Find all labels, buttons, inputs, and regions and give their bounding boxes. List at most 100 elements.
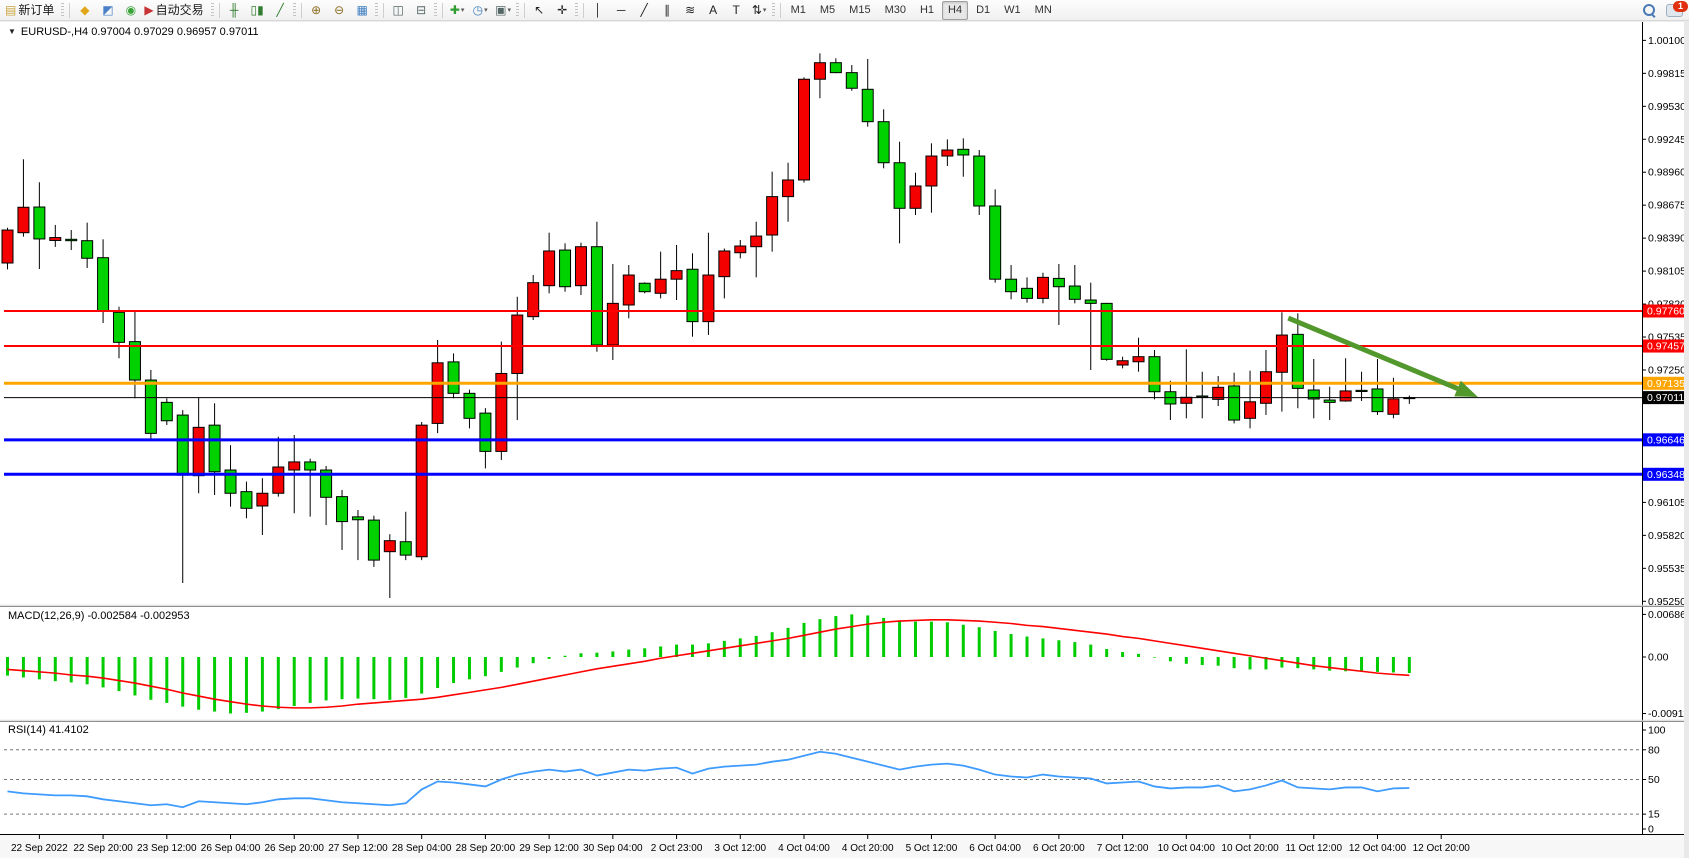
price-badge-label: 0.97135 [1647,378,1685,390]
time-axis[interactable]: 22 Sep 2022 22 Sep 20:00 23 Sep 12:00 26 Se… [11,835,1470,854]
symbol-dropdown-icon[interactable]: ▼ [8,27,16,36]
candle-body [734,245,747,254]
new-order-button[interactable]: ▤ 新订单 [3,0,60,21]
rsi-line [7,750,1410,809]
rsi-indicator-label: RSI(14) 41.4102 [8,724,89,736]
text-label-icon: T [732,2,740,17]
price-axis-label: 0.98105 [1648,266,1686,278]
candle-body [798,78,810,181]
trend-arrow[interactable] [1287,315,1478,398]
community-icon[interactable]: ◩ [96,0,119,21]
crosshair-icon[interactable]: ✛ [551,0,574,21]
tile-windows-icon[interactable]: ▦ [351,0,374,21]
cursor-icon: ↖ [534,2,545,17]
price-axis-label: 0.95535 [1648,563,1686,575]
horizontal-line-icon: ─ [616,2,626,17]
dock-windows-icon[interactable]: ⊟ [410,0,433,21]
search-icon[interactable] [1643,3,1656,18]
rsi-panel[interactable]: 100 80 50 15 0 [4,725,1666,836]
timeframe-button-w1[interactable]: W1 [1004,3,1021,16]
wedge-icon: ◆ [80,2,90,17]
candle-body [415,424,428,558]
new-chart-icon[interactable]: ✚ ▾ [446,0,469,21]
candle-body [431,362,444,424]
candle-body [128,341,141,381]
chevron-down-icon[interactable]: ▾ [762,6,767,14]
timeframe-button-m1[interactable]: M1 [790,3,806,16]
candle-body [144,379,157,434]
autotrade-button: ▶ [144,2,154,17]
templates-icon: ▣ [495,2,507,17]
chevron-down-icon[interactable]: ▾ [484,6,488,14]
new-order-button-label: 新订单 [18,2,55,17]
candle-body [1259,371,1272,404]
time-axis-label: 26 Sep 04:00 [201,843,261,854]
candle-body [893,162,906,209]
chevron-down-icon[interactable]: ▾ [507,6,512,14]
time-axis-label: 5 Oct 12:00 [906,843,958,854]
timeframe-button-d1[interactable]: D1 [976,3,991,16]
bar-chart-icon[interactable]: ╫ [223,0,246,21]
text-icon[interactable]: A [702,0,725,21]
price-line-badge [1643,391,1687,405]
arrowhead-icon [1454,380,1478,398]
price-badge-label: 0.97011 [1647,392,1684,404]
candle-body [1244,401,1257,419]
profiles-clock-icon[interactable]: ◷ ▾ [469,0,492,21]
chart-frame [0,22,1689,835]
shapes-icon[interactable]: ⇅ ▾ [748,0,771,21]
timeframe-button-m5[interactable]: M5 [819,3,836,16]
symbol-title[interactable]: ▼ EURUSD-,H4 0.97004 0.97029 0.96957 0.97… [8,26,259,38]
wedge-icon[interactable]: ◆ [73,0,96,21]
price-level-lines[interactable] [4,310,1642,476]
time-axis-label: 10 Oct 20:00 [1221,843,1279,854]
signal-icon[interactable]: ◉ [119,0,142,21]
candle-body [925,155,938,187]
fibonacci-icon[interactable]: ≋ [679,0,702,21]
timeframe-button-m15[interactable]: M15 [849,3,871,16]
horizontal-line-icon[interactable]: ─ [610,0,633,21]
chart-canvas[interactable] [0,22,1689,835]
zoom-out-icon[interactable]: ⊖ [328,0,351,21]
timeframe-button-m30[interactable]: M30 [884,3,906,16]
timeframe-button-mn[interactable]: MN [1034,3,1052,16]
channel-icon[interactable]: ∥ [656,0,679,21]
candle-body [574,246,587,287]
macd-panel[interactable]: 0.006868 0.00 -0.009114 [6,609,1689,720]
zoom-in-icon[interactable]: ⊕ [305,0,328,21]
candle-body [877,121,890,164]
candle-body [766,196,779,236]
notifications-icon[interactable]: 1 [1666,0,1688,17]
price-axis[interactable]: 1.00100 0.99815 0.99530 0.99245 0.98960 0.986… [1642,35,1687,608]
price-line-badge [1643,376,1687,390]
timeframe-button-h4[interactable]: H4 [942,0,969,20]
text-label-icon[interactable]: T [725,0,748,21]
candle-body [240,491,253,509]
toolbar-right: 1 [1643,0,1688,18]
candle-body [1307,389,1320,400]
candle-body [1291,333,1304,389]
candle-body [718,250,731,278]
cursor-icon[interactable]: ↖ [528,0,551,21]
line-chart-icon[interactable]: ╱ [269,0,292,21]
time-axis-label: 12 Oct 04:00 [1349,843,1407,854]
autotrade-button[interactable]: ▶ 自动交易 [142,0,209,21]
crosshair-icon: ✛ [557,2,568,17]
time-axis-label: 2 Oct 23:00 [651,843,703,854]
candlestick-chart-icon[interactable]: ▯▮ [246,0,269,21]
templates-icon[interactable]: ▣ ▾ [492,0,515,21]
timeframe-button-h1[interactable]: H1 [919,3,935,16]
time-axis-label: 4 Oct 04:00 [778,843,830,854]
price-badge-label: 0.97457 [1647,341,1685,353]
arrange-windows-icon[interactable]: ◫ [387,0,410,21]
vertical-line-icon[interactable]: │ [587,0,610,21]
trendline-icon[interactable]: ╱ [633,0,656,21]
price-line-badge [1643,433,1687,447]
time-axis-strip[interactable] [0,835,1689,858]
candle-body [224,469,237,494]
candle-body [320,469,333,498]
candle-body [1339,390,1352,402]
chevron-down-icon[interactable]: ▾ [460,6,465,14]
dock-windows-icon: ⊟ [416,2,427,17]
